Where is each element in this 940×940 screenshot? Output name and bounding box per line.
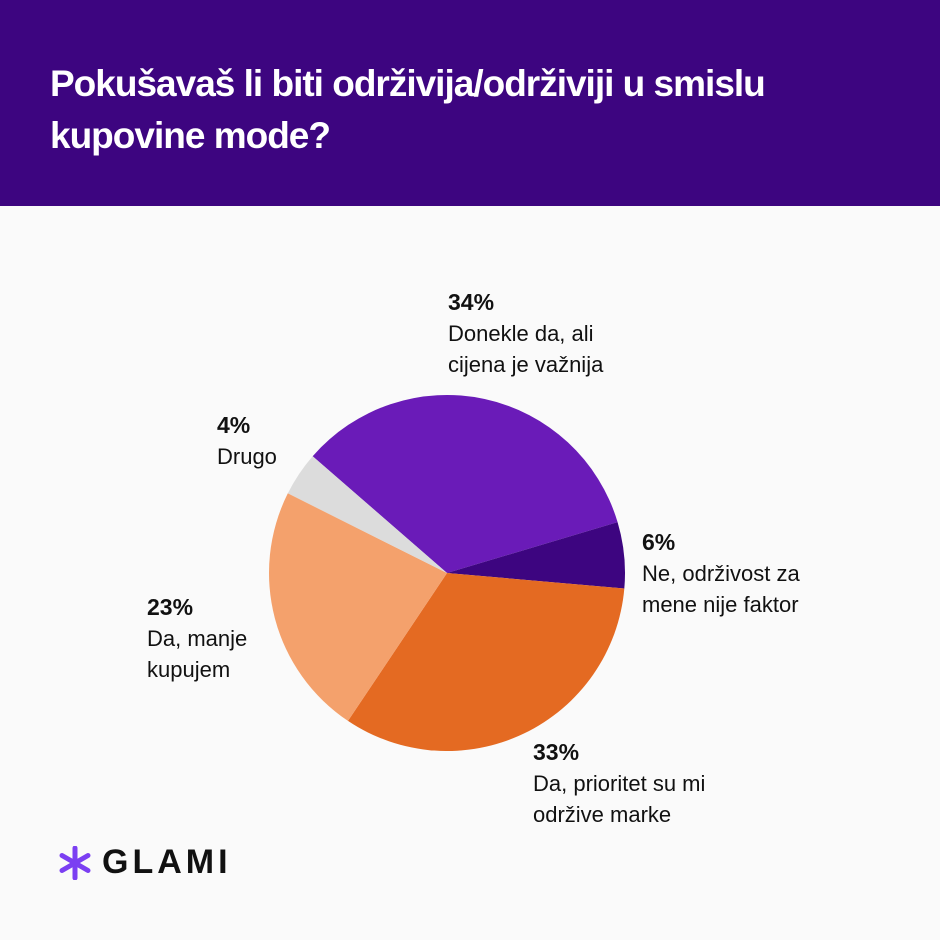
slice-percent: 34% <box>448 289 495 315</box>
header-banner: Pokušavaš li biti održivija/održiviji u … <box>0 0 940 206</box>
slice-percent: 4% <box>217 412 251 438</box>
slice-text: Donekle da, ali cijena je važnija <box>448 321 604 377</box>
slice-text: Da, manje kupujem <box>147 626 248 682</box>
pie-slice-3 <box>269 493 447 721</box>
slice-text: Drugo <box>217 444 277 469</box>
chart-title: Pokušavaš li biti održivija/održiviji u … <box>50 63 766 156</box>
asterisk-icon <box>59 845 91 880</box>
pie-slice-1 <box>447 522 625 589</box>
slice-text: Ne, održivost za mene nije faktor <box>642 561 800 617</box>
pie-slice-4 <box>287 456 447 573</box>
brand-name: GLAMI <box>102 843 232 881</box>
pie-slice-2 <box>347 573 625 751</box>
slice-label-2: 33% Da, prioritet su mi održive marke <box>533 737 753 830</box>
slice-percent: 33% <box>533 739 580 765</box>
slice-label-4: 4% Drugo <box>217 410 457 472</box>
slice-percent: 6% <box>642 529 676 555</box>
slice-text: Da, prioritet su mi održive marke <box>533 771 706 827</box>
slice-percent: 23% <box>147 594 194 620</box>
slice-label-0: 34% Donekle da, ali cijena je važnija <box>448 287 648 380</box>
slice-label-1: 6% Ne, održivost za mene nije faktor <box>642 527 842 620</box>
slice-label-3: 23% Da, manje kupujem <box>147 592 277 685</box>
glami-logo: GLAMI <box>58 843 232 882</box>
pie-slice-0 <box>312 395 618 573</box>
